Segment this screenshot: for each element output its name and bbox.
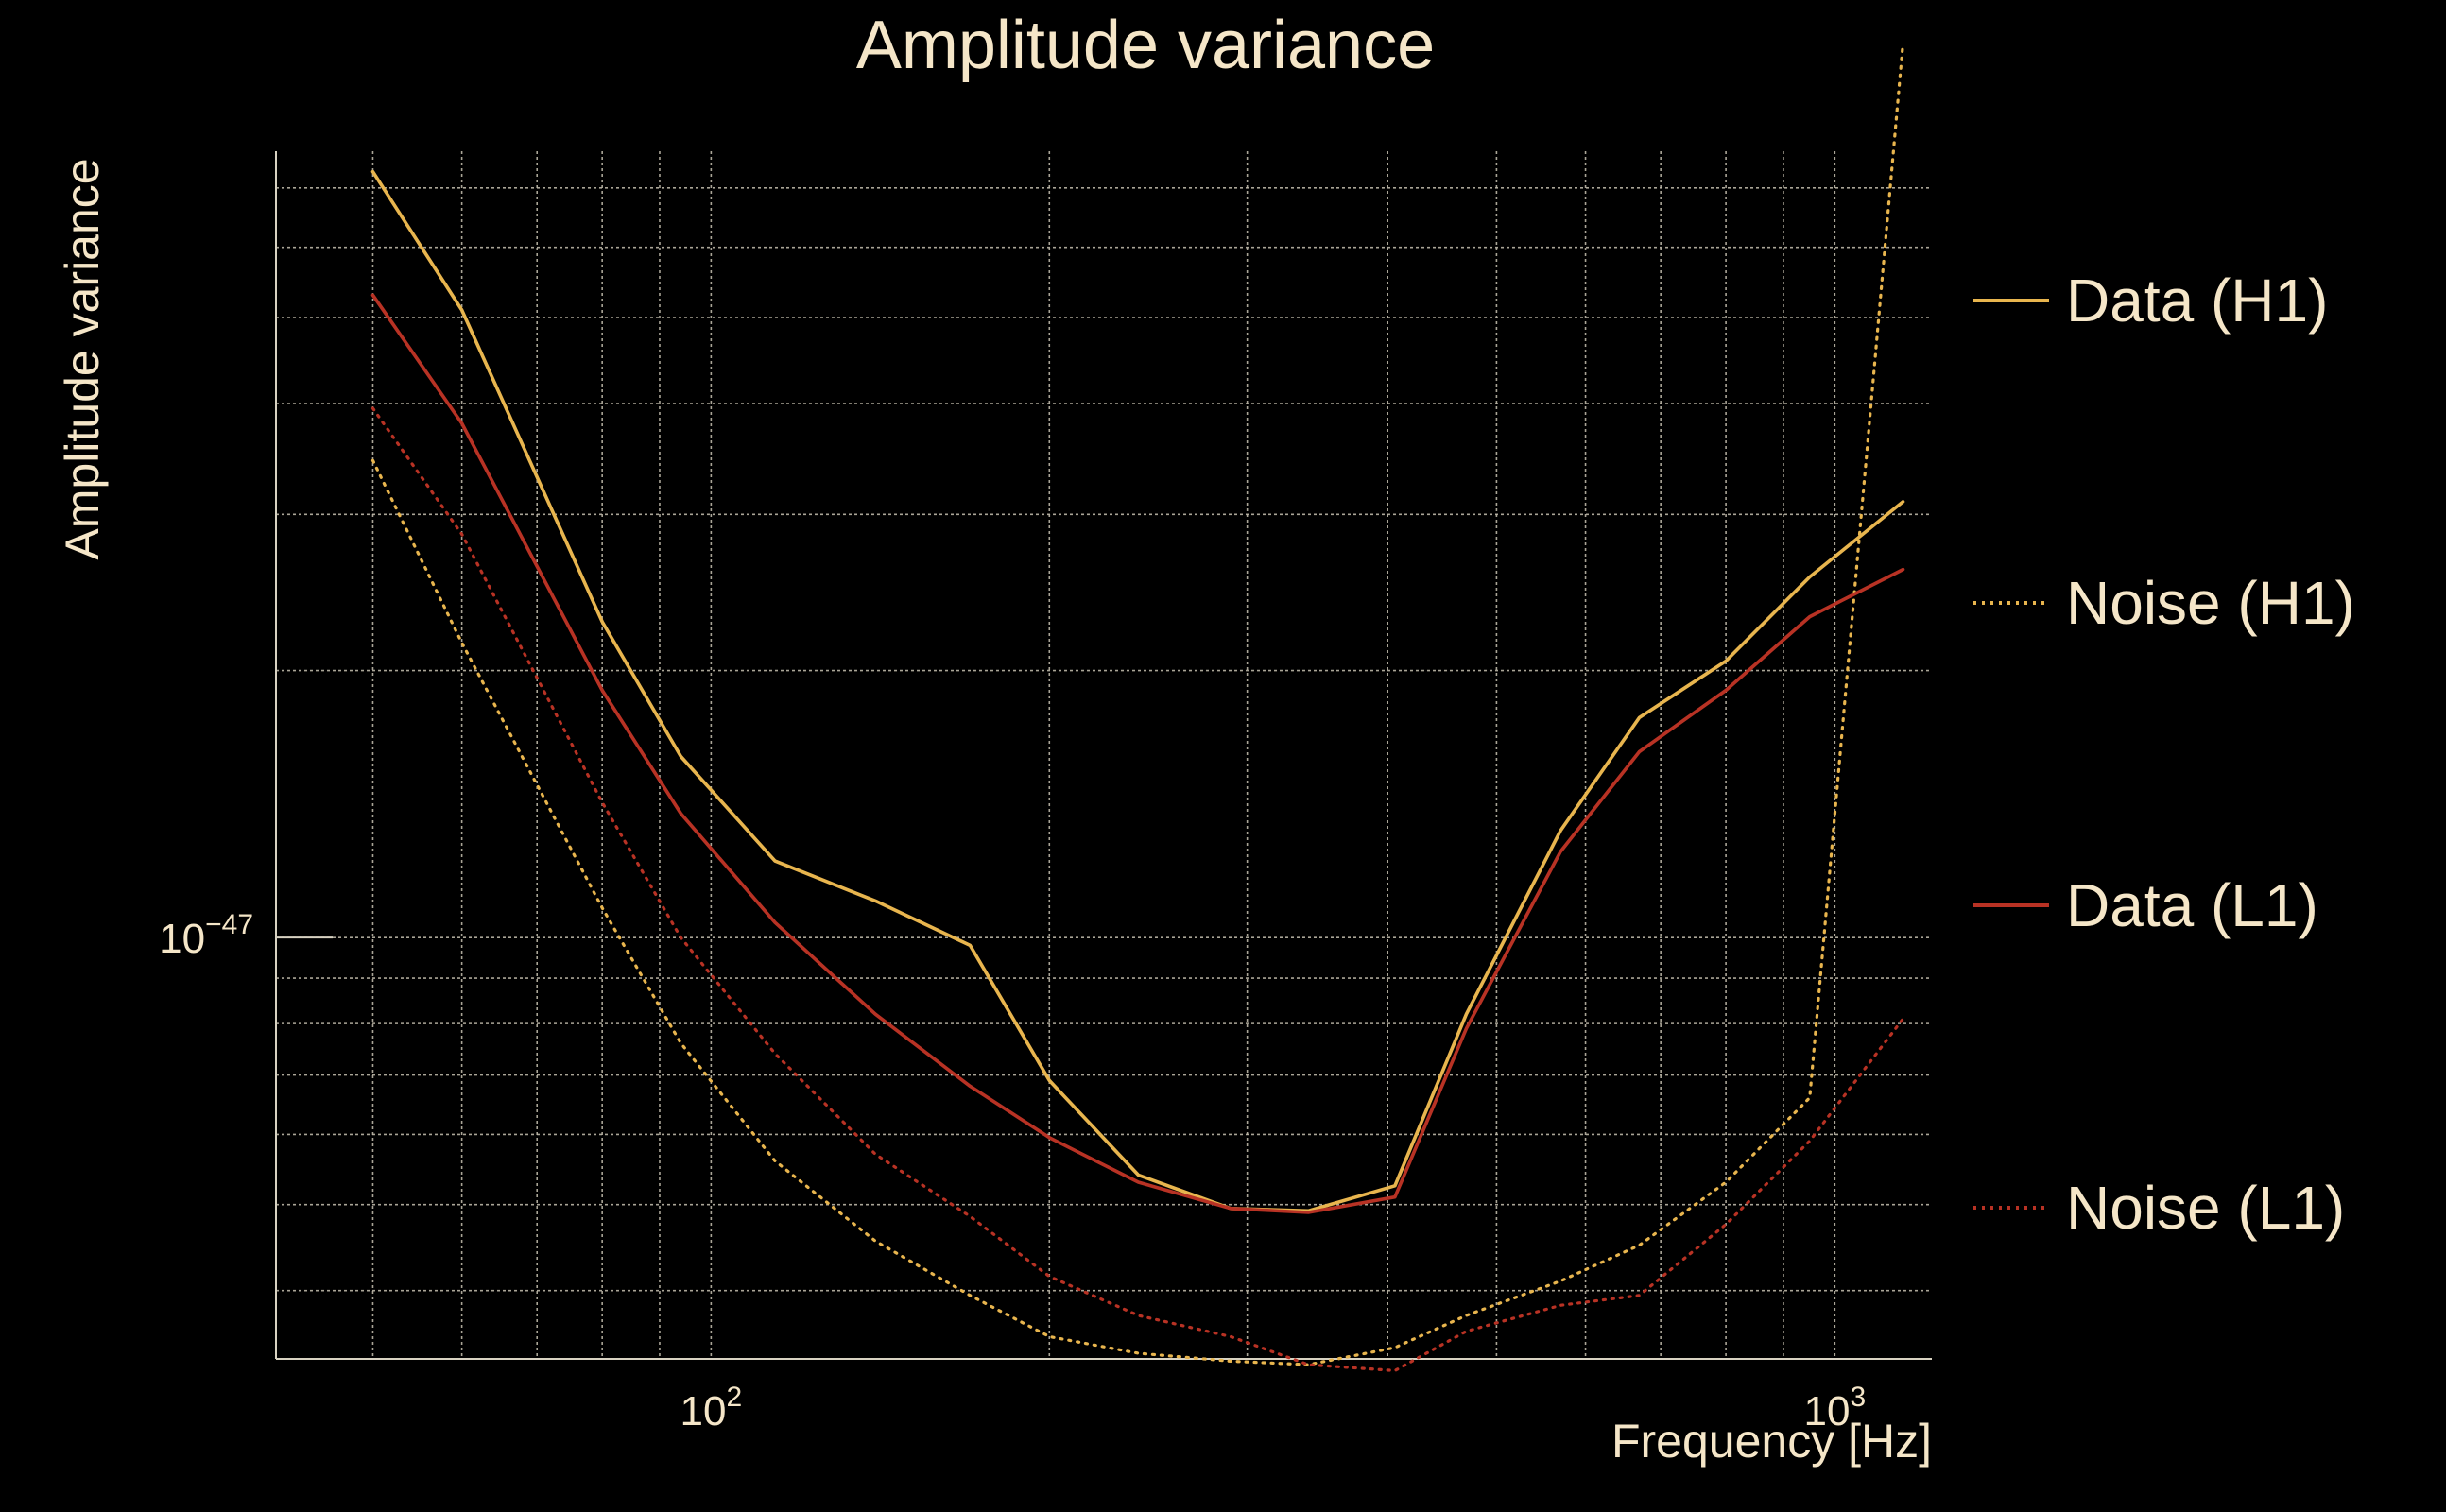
grid-layer [276, 151, 1932, 1359]
y-axis-label: Amplitude variance [56, 158, 109, 559]
y-tick-label: 10−47 [159, 909, 253, 962]
tick-layer: 102 103 10−47 [159, 909, 1866, 1435]
series-layer [370, 41, 1905, 1373]
series-line-1 [370, 169, 1905, 1213]
legend-label-3: Data (L1) [2066, 871, 2318, 939]
series-line-2 [370, 41, 1905, 1366]
legend-label-2: Noise (H1) [2066, 569, 2355, 637]
x-tick-label: 102 [680, 1382, 743, 1435]
legend: Data (H1) Noise (H1) Data (L1) Noise (L1) [1973, 266, 2355, 1242]
series-line-4 [370, 406, 1905, 1373]
x-tick-label: 103 [1804, 1382, 1867, 1435]
legend-label-1: Data (H1) [2066, 266, 2328, 335]
axes-layer [275, 151, 1932, 1360]
series-line-3 [370, 293, 1905, 1214]
x-axis-label: Frequency [Hz] [1611, 1415, 1932, 1468]
chart-title: Amplitude variance [856, 8, 1435, 83]
legend-label-4: Noise (L1) [2066, 1174, 2345, 1242]
